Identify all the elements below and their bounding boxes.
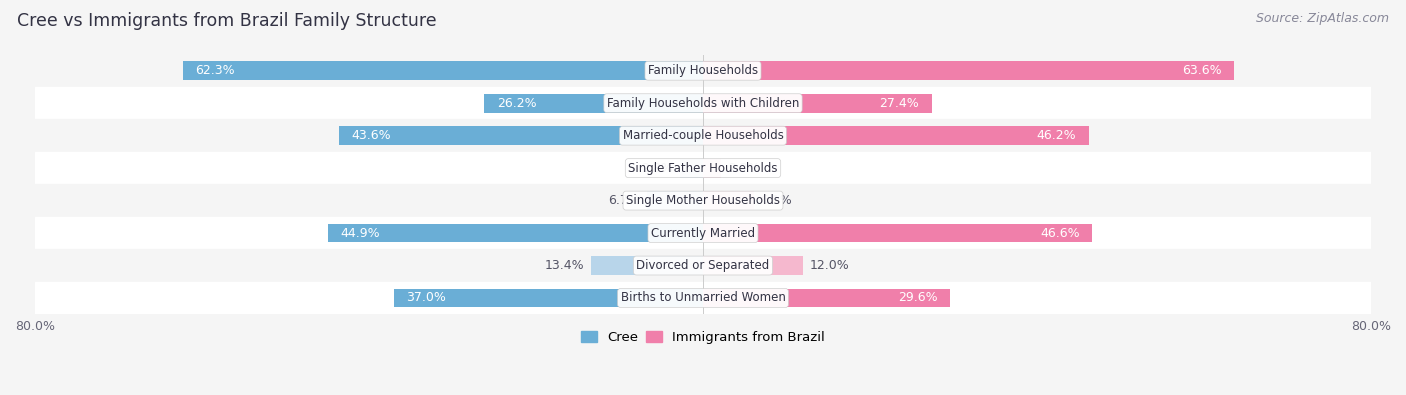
Bar (703, 94, 932, 113)
Text: 63.6%: 63.6% (1182, 64, 1222, 77)
Text: Source: ZipAtlas.com: Source: ZipAtlas.com (1256, 12, 1389, 25)
Bar (679, 159, 703, 177)
Bar (394, 289, 703, 307)
Text: 46.2%: 46.2% (1036, 129, 1076, 142)
Text: 46.6%: 46.6% (1040, 227, 1080, 239)
Text: 6.1%: 6.1% (761, 194, 793, 207)
Bar (703, 159, 721, 177)
Text: Single Father Households: Single Father Households (628, 162, 778, 175)
Text: 26.2%: 26.2% (496, 97, 536, 110)
Bar (35, 152, 1371, 184)
Text: 43.6%: 43.6% (352, 129, 391, 142)
Text: Single Mother Households: Single Mother Households (626, 194, 780, 207)
Text: 44.9%: 44.9% (340, 227, 380, 239)
Bar (339, 126, 703, 145)
Bar (35, 184, 1371, 217)
Text: Cree vs Immigrants from Brazil Family Structure: Cree vs Immigrants from Brazil Family St… (17, 12, 436, 30)
Bar (591, 256, 703, 275)
Text: 37.0%: 37.0% (406, 292, 447, 305)
Text: 62.3%: 62.3% (195, 64, 235, 77)
Text: 27.4%: 27.4% (880, 97, 920, 110)
Text: 29.6%: 29.6% (898, 292, 938, 305)
Text: Births to Unmarried Women: Births to Unmarried Women (620, 292, 786, 305)
Bar (484, 94, 703, 113)
Bar (703, 224, 1092, 243)
Bar (703, 289, 950, 307)
Bar (35, 87, 1371, 119)
Bar (703, 256, 803, 275)
Text: Divorced or Separated: Divorced or Separated (637, 259, 769, 272)
Bar (703, 191, 754, 210)
Bar (328, 224, 703, 243)
Bar (183, 61, 703, 80)
Bar (35, 249, 1371, 282)
Text: Married-couple Households: Married-couple Households (623, 129, 783, 142)
Text: 6.7%: 6.7% (609, 194, 640, 207)
Bar (35, 119, 1371, 152)
Legend: Cree, Immigrants from Brazil: Cree, Immigrants from Brazil (575, 325, 831, 349)
Text: 12.0%: 12.0% (810, 259, 849, 272)
Bar (35, 282, 1371, 314)
Text: Currently Married: Currently Married (651, 227, 755, 239)
Text: 13.4%: 13.4% (544, 259, 585, 272)
Bar (35, 217, 1371, 249)
Text: 2.8%: 2.8% (641, 162, 673, 175)
Bar (647, 191, 703, 210)
Text: Family Households with Children: Family Households with Children (607, 97, 799, 110)
Bar (703, 61, 1234, 80)
Bar (703, 126, 1088, 145)
Bar (35, 55, 1371, 87)
Text: 2.2%: 2.2% (728, 162, 759, 175)
Text: Family Households: Family Households (648, 64, 758, 77)
